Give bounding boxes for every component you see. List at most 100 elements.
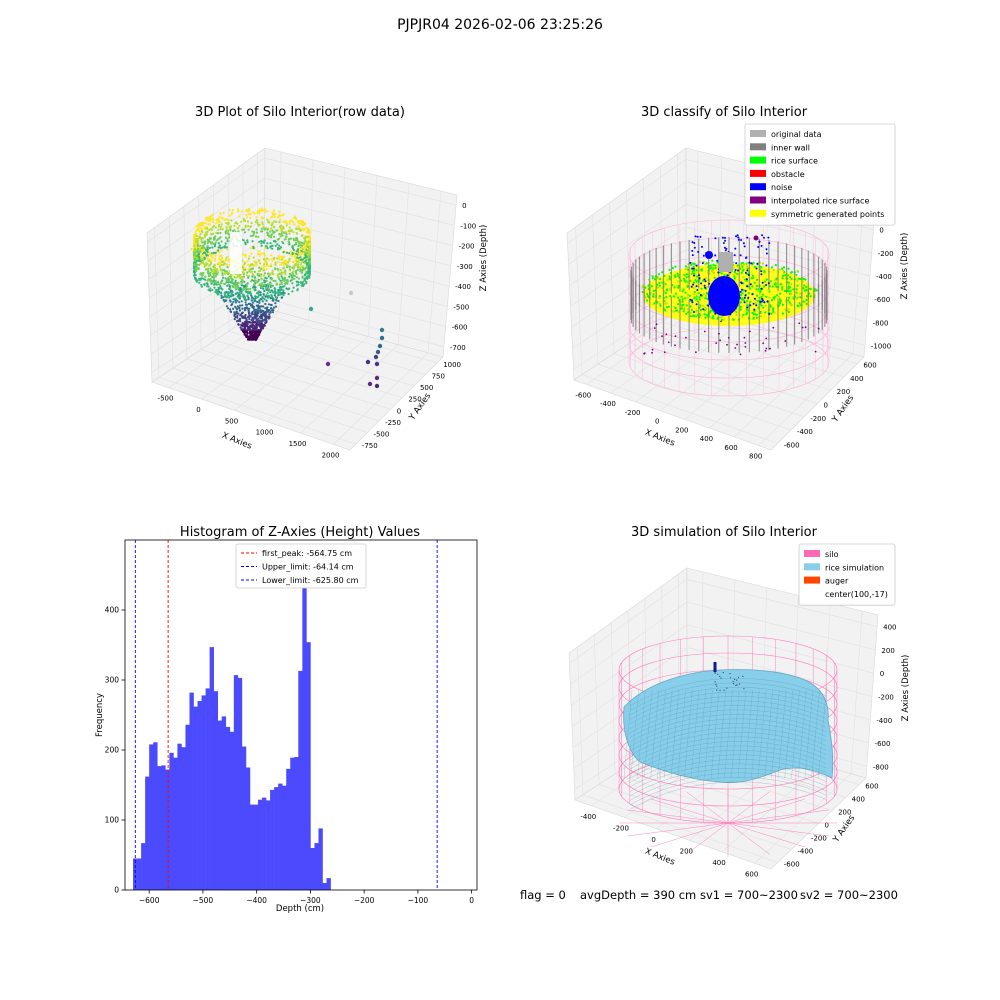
p1-data-point <box>264 226 268 230</box>
p4-silo-base-spoke <box>727 822 806 848</box>
p1-data-point <box>288 222 291 225</box>
p1-data-point <box>276 243 279 246</box>
p1-data-point <box>223 293 226 296</box>
p3-title: Histogram of Z-Axies (Height) Values <box>180 525 420 540</box>
p1-data-point <box>206 246 209 249</box>
p2-noise-point <box>737 269 740 272</box>
p2-noise-point <box>739 290 742 293</box>
p1-data-point <box>194 264 198 267</box>
p1-data-point <box>272 209 275 212</box>
p1-data-point <box>218 258 221 261</box>
p1-y-tick-label: -500 <box>373 431 389 439</box>
p1-outlier-point <box>379 327 385 333</box>
p4-mesh-line <box>677 689 686 779</box>
p2-rice-surface-point <box>796 270 799 273</box>
p1-data-point <box>291 220 294 223</box>
p1-data-point <box>267 317 270 320</box>
p1-data-point <box>272 240 276 243</box>
p4-mesh-line <box>731 689 740 779</box>
p4-silo-base-spoke <box>650 822 729 848</box>
p2-x-axis-label: X Axies <box>643 428 676 449</box>
p1-data-point <box>208 228 211 231</box>
p2-interpolated-point <box>764 349 767 352</box>
p1-z-ticks: 0-100-200-300-400-500-600-700 <box>450 202 476 352</box>
p1-data-point <box>229 289 232 292</box>
p4-auger-point <box>734 678 736 681</box>
p1-data-point <box>258 272 261 276</box>
p1-grid-z-left <box>148 197 265 280</box>
p2-noise-point <box>698 274 700 277</box>
p1-data-point <box>222 211 225 214</box>
p1-data-point <box>219 228 222 231</box>
p1-data-point <box>271 247 274 250</box>
p1-data-point <box>269 265 273 268</box>
p1-data-point <box>200 285 203 288</box>
p1-x-tick-label: 0 <box>196 406 200 414</box>
p1-data-point <box>241 330 245 333</box>
p4-mesh-line <box>629 732 827 761</box>
p1-data-point <box>252 230 256 233</box>
p1-data-point <box>271 215 274 218</box>
p1-data-point <box>306 271 309 274</box>
p4-mesh-line <box>623 689 633 779</box>
p2-rice-surface-point <box>686 296 690 299</box>
p4-mesh-line <box>757 689 767 779</box>
p1-data-point <box>198 260 201 263</box>
p3-bar <box>145 776 150 890</box>
p2-interpolated-point <box>744 345 747 348</box>
p1-data-point <box>251 333 254 336</box>
p2-noise-point <box>693 246 696 249</box>
p2-rice-surface-point <box>692 272 696 275</box>
p1-data-point <box>285 260 288 263</box>
p2-legend-swatch <box>750 169 766 177</box>
p4-z-tick-label: 400 <box>883 624 896 632</box>
p2-interpolated-point <box>814 350 817 353</box>
p2-y-tick-label: 0 <box>824 402 828 410</box>
p1-data-point <box>250 298 253 301</box>
p2-rice-surface-point <box>697 292 700 295</box>
p1-data-point <box>281 240 284 243</box>
p1-data-point <box>213 245 216 248</box>
p1-data-point <box>217 288 220 291</box>
p1-data-point <box>243 322 246 326</box>
p3-bar <box>270 789 275 890</box>
p1-data-point <box>268 221 271 224</box>
p1-data-point <box>217 242 220 245</box>
p1-data-point <box>271 285 274 288</box>
p4-mesh-line <box>771 689 780 779</box>
p1-data-point <box>221 260 224 263</box>
p2-rice-surface-point <box>803 284 806 287</box>
p1-data-point <box>203 233 206 237</box>
p1-data-point <box>280 232 283 236</box>
p1-data-point <box>261 296 264 299</box>
p1-data-point <box>306 236 309 239</box>
p1-data-point <box>223 245 226 248</box>
panel-classify-3d: -600-400-20002004006008006004002000-200-… <box>566 105 910 461</box>
p1-data-point <box>243 327 246 330</box>
p2-rice-surface-point <box>683 273 686 276</box>
p1-data-point <box>298 250 301 253</box>
p2-rice-surface-point <box>796 279 799 282</box>
p1-data-point <box>193 274 196 277</box>
p2-rice-surface-point <box>695 310 698 313</box>
p1-data-point <box>255 304 258 307</box>
p2-interpolated-point <box>753 235 759 241</box>
p1-data-point <box>261 300 264 303</box>
p1-data-point <box>217 286 220 289</box>
p1-data-point <box>304 277 307 280</box>
p2-rice-surface-point <box>755 288 758 291</box>
p2-noise-point <box>765 248 768 251</box>
p1-data-point <box>214 266 217 269</box>
p2-noise-point <box>737 238 740 241</box>
p1-data-point <box>259 319 262 323</box>
p2-rice-surface-point <box>770 266 774 269</box>
p1-data-point <box>206 279 209 282</box>
p4-mesh-line <box>650 689 659 779</box>
p1-data-point <box>273 231 276 234</box>
p1-data-point <box>252 297 255 300</box>
p2-interpolated-point <box>765 347 768 350</box>
p1-data-point <box>214 251 217 254</box>
p1-data-point <box>197 229 200 232</box>
p1-data-point <box>304 240 307 243</box>
p4-legend-swatch <box>804 576 820 584</box>
